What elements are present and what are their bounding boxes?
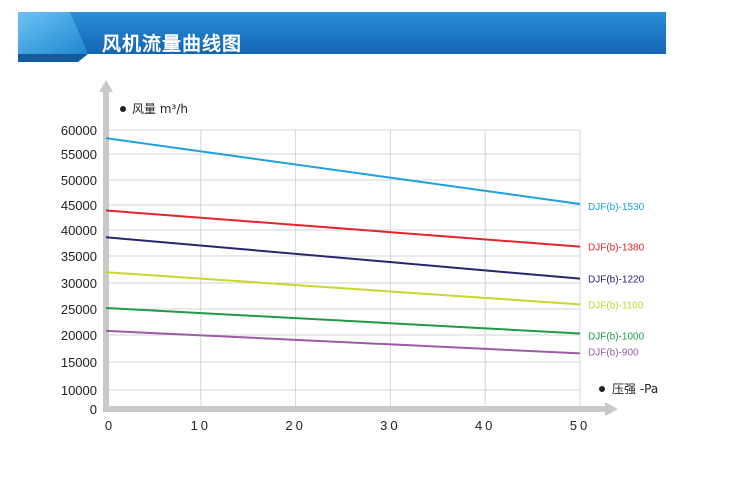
x-tick-label: 40 [475, 418, 495, 433]
series-label: DJF(b)-1000 [588, 331, 645, 342]
y-tick-label: 50000 [61, 173, 97, 188]
series-line-djf-b-1100 [105, 271, 581, 306]
x-tick-label: 20 [285, 418, 305, 433]
series-line-djf-b-1380 [105, 209, 581, 248]
series-line-djf-b-1530 [105, 137, 581, 205]
y-axis-label: 风量 m³/h [132, 102, 188, 116]
y-tick-label: 20000 [61, 328, 97, 343]
y-tick-label: 15000 [61, 355, 97, 370]
x-tick-label: 50 [570, 418, 590, 433]
y-tick-label: 0 [90, 402, 97, 417]
y-tick-label: 30000 [61, 276, 97, 291]
y-axis-arrow [99, 80, 113, 92]
series-line-djf-b-1220 [105, 236, 581, 280]
title-banner: 风机流量曲线图 [18, 10, 666, 62]
y-tick-label: 40000 [61, 223, 97, 238]
page-title: 风机流量曲线图 [102, 33, 243, 55]
banner-background [18, 12, 666, 62]
series-label: DJF(b)-1380 [588, 243, 645, 254]
series-label: DJF(b)-1220 [588, 275, 645, 286]
y-tick-label: 35000 [61, 249, 97, 264]
series-label: DJF(b)-900 [588, 347, 639, 358]
series-line-djf-b-1000 [105, 306, 581, 335]
x-axis-label: 压强 -Pa [612, 382, 658, 396]
x-axis-bullet [599, 386, 605, 392]
y-axis-bullet [120, 106, 126, 112]
y-tick-label: 45000 [61, 198, 97, 213]
y-tick-label: 55000 [61, 147, 97, 162]
x-tick-label: 0 [105, 418, 115, 433]
series-label: DJF(b)-1530 [588, 202, 645, 213]
x-tick-label: 30 [380, 418, 400, 433]
y-tick-label: 10000 [61, 383, 97, 398]
x-tick-label: 10 [191, 418, 211, 433]
y-tick-label: 25000 [61, 302, 97, 317]
x-axis-arrow [605, 402, 618, 416]
series-line-djf-b-900 [105, 329, 581, 355]
y-tick-label: 60000 [61, 123, 97, 138]
series-label: DJF(b)-1100 [588, 300, 644, 311]
